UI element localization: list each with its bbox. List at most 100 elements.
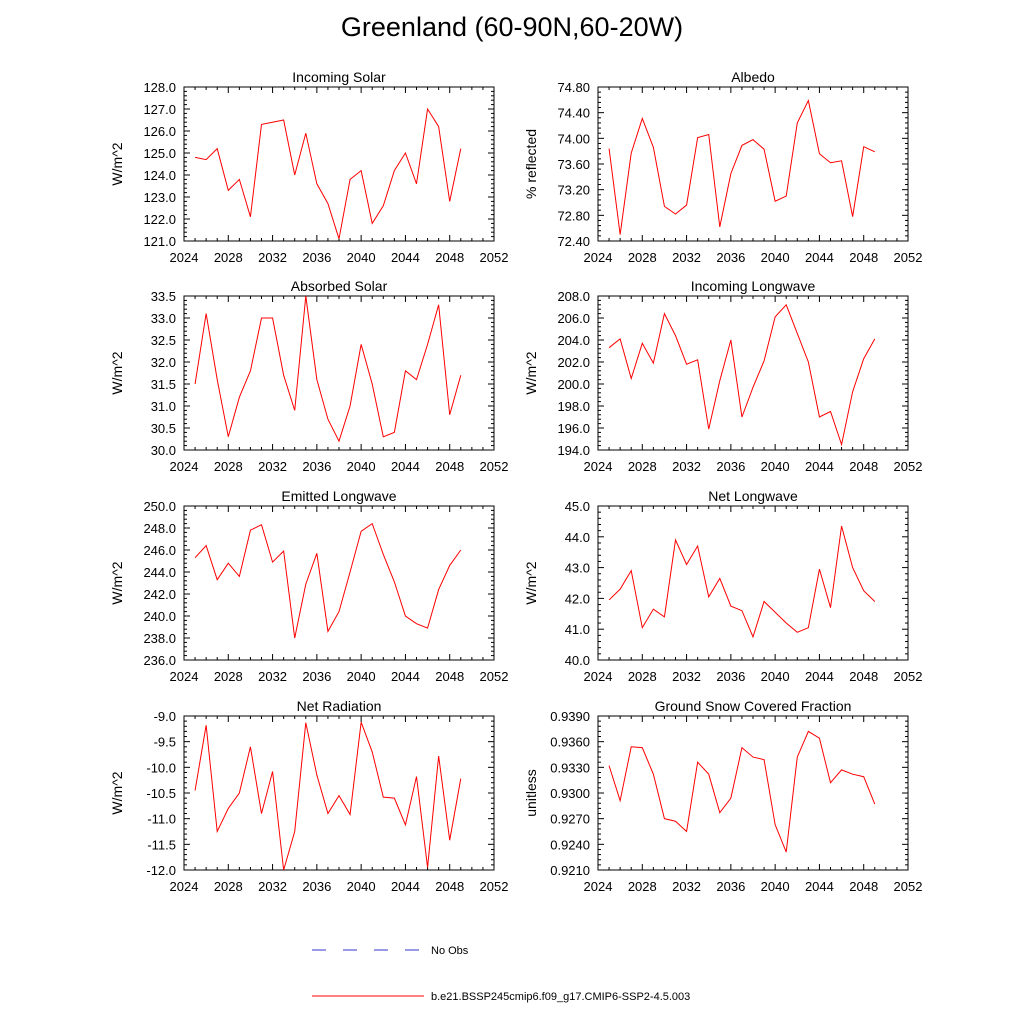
series-line: [194, 107, 462, 239]
x-tick-label: 2032: [672, 879, 701, 894]
series-line: [608, 98, 876, 235]
x-tick-label: 2052: [480, 669, 509, 684]
x-tick-label: 2040: [761, 669, 790, 684]
panel-title: Incoming Solar: [292, 69, 386, 85]
x-tick-label: 2036: [302, 879, 331, 894]
x-tick-label: 2048: [849, 879, 878, 894]
y-tick-label: 244.0: [143, 565, 176, 580]
y-tick-label: 40.0: [565, 653, 590, 668]
panel-title: Incoming Longwave: [691, 278, 816, 294]
plot-frame: [183, 505, 495, 661]
x-tick-label: 2048: [435, 669, 464, 684]
y-tick-label: 202.0: [557, 355, 590, 370]
y-tick-label: 121.0: [143, 234, 176, 249]
y-tick-label: 44.0: [565, 530, 590, 545]
x-tick-label: 2052: [894, 459, 923, 474]
plot-frame: [597, 295, 909, 451]
y-tick-label: 123.0: [143, 190, 176, 205]
y-tick-label: 74.00: [557, 131, 590, 146]
x-tick-label: 2040: [347, 250, 376, 265]
y-tick-label: 0.9270: [550, 812, 590, 827]
y-tick-label: 246.0: [143, 543, 176, 558]
x-tick-label: 2048: [435, 879, 464, 894]
y-tick-label: 236.0: [143, 653, 176, 668]
y-tick-label: 0.9240: [550, 837, 590, 852]
x-tick-label: 2044: [391, 879, 420, 894]
y-tick-label: 208.0: [557, 289, 590, 304]
x-tick-label: 2032: [258, 879, 287, 894]
x-tick-label: 2028: [628, 459, 657, 474]
x-tick-label: 2036: [716, 669, 745, 684]
y-tick-label: 0.9390: [550, 709, 590, 724]
plot-frame: [597, 715, 909, 871]
y-tick-label: -10.5: [146, 786, 176, 801]
legend-model-label: b.e21.BSSP245cmip6.f09_g17.CMIP6-SSP2-4.…: [431, 991, 690, 1003]
y-tick-label: 0.9330: [550, 760, 590, 775]
y-tick-label: -11.5: [147, 837, 176, 852]
x-tick-label: 2024: [170, 669, 199, 684]
y-tick-label: 250.0: [143, 499, 176, 514]
x-tick-label: 2040: [347, 459, 376, 474]
y-tick-label: 30.5: [151, 421, 176, 436]
x-tick-label: 2048: [849, 669, 878, 684]
y-axis-label: W/m^2: [523, 561, 539, 604]
x-tick-label: 2044: [805, 250, 834, 265]
x-tick-label: 2036: [302, 250, 331, 265]
legend-obs-label: No Obs: [431, 945, 469, 957]
y-tick-label: 31.5: [151, 377, 176, 392]
x-tick-label: 2032: [258, 459, 287, 474]
y-tick-label: 73.60: [557, 157, 590, 172]
x-tick-label: 2044: [805, 669, 834, 684]
x-tick-label: 2028: [628, 879, 657, 894]
y-tick-label: 198.0: [557, 399, 590, 414]
x-tick-label: 2032: [672, 459, 701, 474]
y-axis-label: unitless: [523, 769, 539, 816]
x-tick-label: 2044: [391, 669, 420, 684]
legend: No Obs b.e21.BSSP245cmip6.f09_g17.CMIP6-S…: [312, 945, 690, 1003]
series-line: [608, 303, 876, 447]
x-tick-label: 2028: [214, 669, 243, 684]
panel-title: Net Radiation: [297, 698, 382, 714]
y-tick-label: 74.80: [557, 80, 590, 95]
y-tick-label: 194.0: [557, 443, 590, 458]
x-tick-label: 2052: [480, 459, 509, 474]
y-tick-label: 42.0: [565, 591, 590, 606]
y-tick-label: 242.0: [143, 587, 176, 602]
panel-title: Ground Snow Covered Fraction: [655, 698, 852, 714]
y-tick-label: -9.0: [154, 709, 176, 724]
y-tick-label: -12.0: [146, 863, 176, 878]
y-axis-label: W/m^2: [109, 561, 125, 604]
panel-absorbed-solar: 2024 2028 2032 2036 2040 2044 2048 2052 30.0 30.5…: [109, 278, 508, 474]
x-tick-label: 2044: [391, 459, 420, 474]
x-tick-label: 2028: [628, 669, 657, 684]
y-tick-label: 248.0: [143, 521, 176, 536]
x-tick-label: 2040: [761, 879, 790, 894]
y-tick-label: -9.5: [154, 735, 176, 750]
x-tick-label: 2024: [170, 459, 199, 474]
panel-net-radiation: 2024 2028 2032 2036 2040 2044 2048 2052 -12.0 -11…: [109, 698, 508, 894]
y-tick-label: 73.20: [557, 183, 590, 198]
panel-title: Absorbed Solar: [291, 278, 388, 294]
y-tick-label: 33.5: [151, 289, 176, 304]
plot-frame: [183, 86, 495, 242]
x-tick-label: 2024: [584, 669, 613, 684]
y-axis-label: W/m^2: [109, 142, 125, 185]
x-tick-label: 2048: [435, 459, 464, 474]
x-tick-label: 2040: [761, 459, 790, 474]
panel-title: Emitted Longwave: [281, 488, 396, 504]
y-tick-label: 45.0: [565, 499, 590, 514]
y-tick-label: 0.9360: [550, 735, 590, 750]
x-tick-label: 2024: [584, 250, 613, 265]
y-tick-label: 240.0: [143, 609, 176, 624]
y-axis-label: W/m^2: [523, 351, 539, 394]
y-axis-label: W/m^2: [109, 351, 125, 394]
x-tick-label: 2048: [435, 250, 464, 265]
x-tick-label: 2024: [584, 879, 613, 894]
x-tick-label: 2044: [805, 459, 834, 474]
y-tick-label: 43.0: [565, 561, 590, 576]
x-tick-label: 2032: [672, 250, 701, 265]
y-tick-label: 33.0: [151, 311, 176, 326]
y-tick-label: 196.0: [557, 421, 590, 436]
y-tick-label: 32.0: [151, 355, 176, 370]
